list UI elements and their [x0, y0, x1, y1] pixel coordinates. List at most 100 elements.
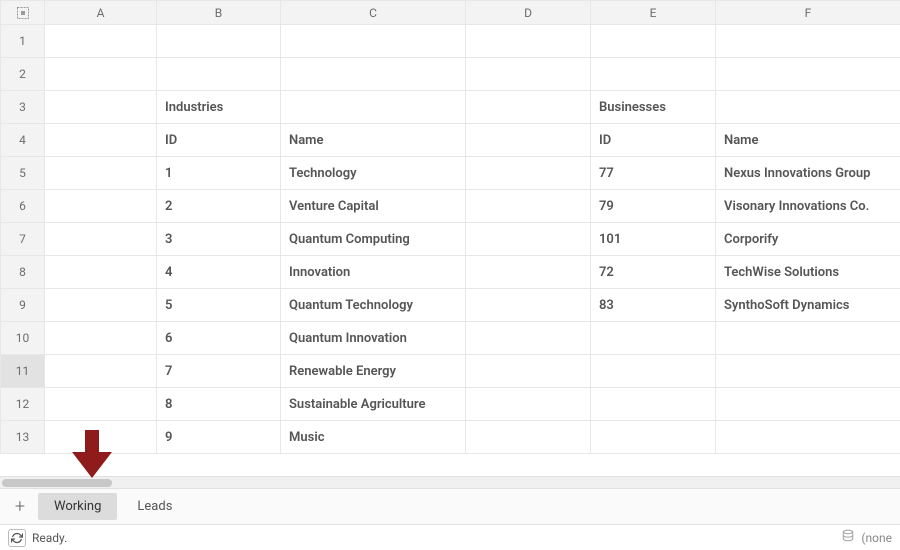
cell-B10[interactable]: 6 [157, 322, 281, 355]
cell-E8[interactable]: 72 [591, 256, 716, 289]
cell-D10[interactable] [466, 322, 591, 355]
select-all-corner[interactable] [1, 1, 45, 25]
cell-E13[interactable] [591, 421, 716, 454]
cell-C5[interactable]: Technology [281, 157, 466, 190]
sheet-tab-working[interactable]: Working [38, 493, 117, 520]
cell-B9[interactable]: 5 [157, 289, 281, 322]
spreadsheet-grid[interactable]: A B C D E F 123IndustriesBusinesses4IDNa… [0, 0, 900, 476]
cell-C2[interactable] [281, 58, 466, 91]
cell-E12[interactable] [591, 388, 716, 421]
cell-E4[interactable]: ID [591, 124, 716, 157]
cell-C1[interactable] [281, 25, 466, 58]
cell-A5[interactable] [45, 157, 157, 190]
row-header-7[interactable]: 7 [1, 223, 45, 256]
cell-D12[interactable] [466, 388, 591, 421]
cell-F4[interactable]: Name [716, 124, 900, 157]
column-header-F[interactable]: F [716, 1, 900, 25]
cell-F8[interactable]: TechWise Solutions [716, 256, 900, 289]
cell-A2[interactable] [45, 58, 157, 91]
column-header-A[interactable]: A [45, 1, 157, 25]
cell-E1[interactable] [591, 25, 716, 58]
row-header-4[interactable]: 4 [1, 124, 45, 157]
cell-F9[interactable]: SynthoSoft Dynamics [716, 289, 900, 322]
cell-A3[interactable] [45, 91, 157, 124]
cell-D1[interactable] [466, 25, 591, 58]
cell-D2[interactable] [466, 58, 591, 91]
cell-C8[interactable]: Innovation [281, 256, 466, 289]
cell-F2[interactable] [716, 58, 900, 91]
column-header-B[interactable]: B [157, 1, 281, 25]
cell-E10[interactable] [591, 322, 716, 355]
cell-B1[interactable] [157, 25, 281, 58]
cell-B8[interactable]: 4 [157, 256, 281, 289]
column-header-C[interactable]: C [281, 1, 466, 25]
cell-B4[interactable]: ID [157, 124, 281, 157]
cell-D3[interactable] [466, 91, 591, 124]
cell-F3[interactable] [716, 91, 900, 124]
refresh-icon[interactable] [8, 529, 26, 547]
row-header-9[interactable]: 9 [1, 289, 45, 322]
cell-E7[interactable]: 101 [591, 223, 716, 256]
row-header-2[interactable]: 2 [1, 58, 45, 91]
cell-F11[interactable] [716, 355, 900, 388]
sheet-tab-leads[interactable]: Leads [121, 493, 188, 520]
add-sheet-button[interactable]: + [6, 493, 34, 521]
cell-A13[interactable] [45, 421, 157, 454]
cell-D11[interactable] [466, 355, 591, 388]
cell-C9[interactable]: Quantum Technology [281, 289, 466, 322]
cell-A7[interactable] [45, 223, 157, 256]
cell-A8[interactable] [45, 256, 157, 289]
cell-F13[interactable] [716, 421, 900, 454]
cell-B6[interactable]: 2 [157, 190, 281, 223]
cell-A10[interactable] [45, 322, 157, 355]
cell-D4[interactable] [466, 124, 591, 157]
cell-B13[interactable]: 9 [157, 421, 281, 454]
horizontal-scrollbar[interactable] [0, 476, 900, 488]
row-header-12[interactable]: 12 [1, 388, 45, 421]
row-header-13[interactable]: 13 [1, 421, 45, 454]
cell-A9[interactable] [45, 289, 157, 322]
cell-E9[interactable]: 83 [591, 289, 716, 322]
row-header-1[interactable]: 1 [1, 25, 45, 58]
column-header-D[interactable]: D [466, 1, 591, 25]
cell-D7[interactable] [466, 223, 591, 256]
cell-A6[interactable] [45, 190, 157, 223]
cell-A12[interactable] [45, 388, 157, 421]
cell-A4[interactable] [45, 124, 157, 157]
cell-E5[interactable]: 77 [591, 157, 716, 190]
cell-B7[interactable]: 3 [157, 223, 281, 256]
cell-F7[interactable]: Corporify [716, 223, 900, 256]
cell-B11[interactable]: 7 [157, 355, 281, 388]
cell-D9[interactable] [466, 289, 591, 322]
cell-B5[interactable]: 1 [157, 157, 281, 190]
cell-F6[interactable]: Visonary Innovations Co. [716, 190, 900, 223]
cell-C12[interactable]: Sustainable Agriculture [281, 388, 466, 421]
cell-C11[interactable]: Renewable Energy [281, 355, 466, 388]
row-header-3[interactable]: 3 [1, 91, 45, 124]
cell-B3[interactable]: Industries [157, 91, 281, 124]
cell-E3[interactable]: Businesses [591, 91, 716, 124]
cell-C6[interactable]: Venture Capital [281, 190, 466, 223]
row-header-11[interactable]: 11 [1, 355, 45, 388]
row-header-10[interactable]: 10 [1, 322, 45, 355]
row-header-6[interactable]: 6 [1, 190, 45, 223]
cell-D5[interactable] [466, 157, 591, 190]
row-header-8[interactable]: 8 [1, 256, 45, 289]
cell-E11[interactable] [591, 355, 716, 388]
cell-C7[interactable]: Quantum Computing [281, 223, 466, 256]
cell-A11[interactable] [45, 355, 157, 388]
cell-B12[interactable]: 8 [157, 388, 281, 421]
cell-A1[interactable] [45, 25, 157, 58]
cell-E6[interactable]: 79 [591, 190, 716, 223]
cell-F12[interactable] [716, 388, 900, 421]
cell-D13[interactable] [466, 421, 591, 454]
column-header-E[interactable]: E [591, 1, 716, 25]
cell-F10[interactable] [716, 322, 900, 355]
cell-F1[interactable] [716, 25, 900, 58]
cell-E2[interactable] [591, 58, 716, 91]
cell-B2[interactable] [157, 58, 281, 91]
horizontal-scrollbar-thumb[interactable] [2, 479, 112, 487]
cell-C3[interactable] [281, 91, 466, 124]
cell-D6[interactable] [466, 190, 591, 223]
row-header-5[interactable]: 5 [1, 157, 45, 190]
